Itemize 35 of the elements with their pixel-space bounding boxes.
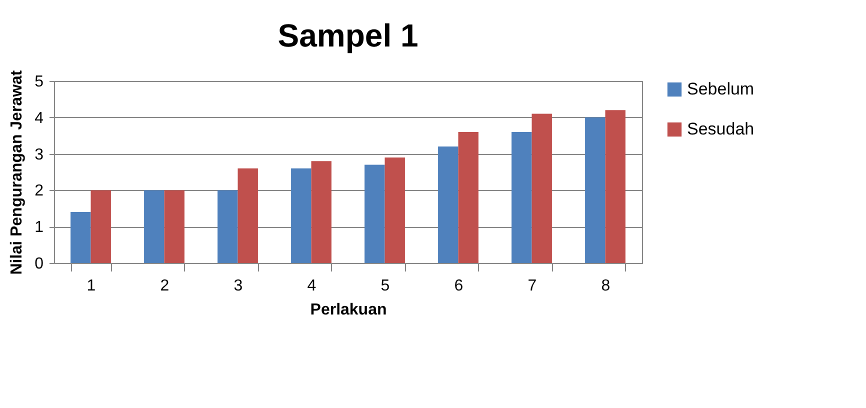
x-tick-label: 2: [160, 278, 170, 294]
bar: [90, 190, 111, 263]
y-tick-label: 0: [34, 256, 44, 272]
bar: [364, 164, 385, 263]
legend-label: Sesudah: [687, 120, 754, 138]
bar: [238, 168, 258, 263]
bar: [218, 190, 238, 263]
y-tick-label: 5: [34, 74, 44, 90]
x-tick-label: 4: [307, 278, 316, 294]
x-axis-title: Perlakuan: [310, 302, 387, 318]
x-tick-label: 3: [234, 278, 243, 294]
x-tick-label: 5: [380, 278, 390, 294]
y-tick-label: 2: [34, 182, 44, 200]
y-axis-title: Nilai Pengurangan Jerawat: [8, 70, 26, 275]
bar: [291, 168, 312, 263]
x-tick-label: 1: [86, 278, 96, 294]
y-tick-label: 4: [34, 110, 44, 127]
bar: [164, 190, 184, 263]
bar: [605, 110, 626, 263]
bar: [458, 132, 478, 263]
x-tick-label: 7: [528, 278, 537, 294]
chart-title: Sampel 1: [278, 18, 418, 54]
y-tick-label: 3: [34, 146, 44, 164]
bar: [70, 212, 91, 263]
bar: [585, 117, 606, 263]
bar: [512, 132, 532, 263]
x-tick-label: 8: [601, 278, 610, 294]
bar: [144, 190, 164, 263]
bar: [384, 157, 405, 263]
bar: [532, 114, 552, 263]
y-tick-label: 1: [34, 219, 44, 236]
bar: [438, 146, 458, 263]
x-tick-label: 6: [454, 278, 464, 294]
legend-label: Sebelum: [687, 80, 754, 98]
bar: [311, 161, 332, 263]
